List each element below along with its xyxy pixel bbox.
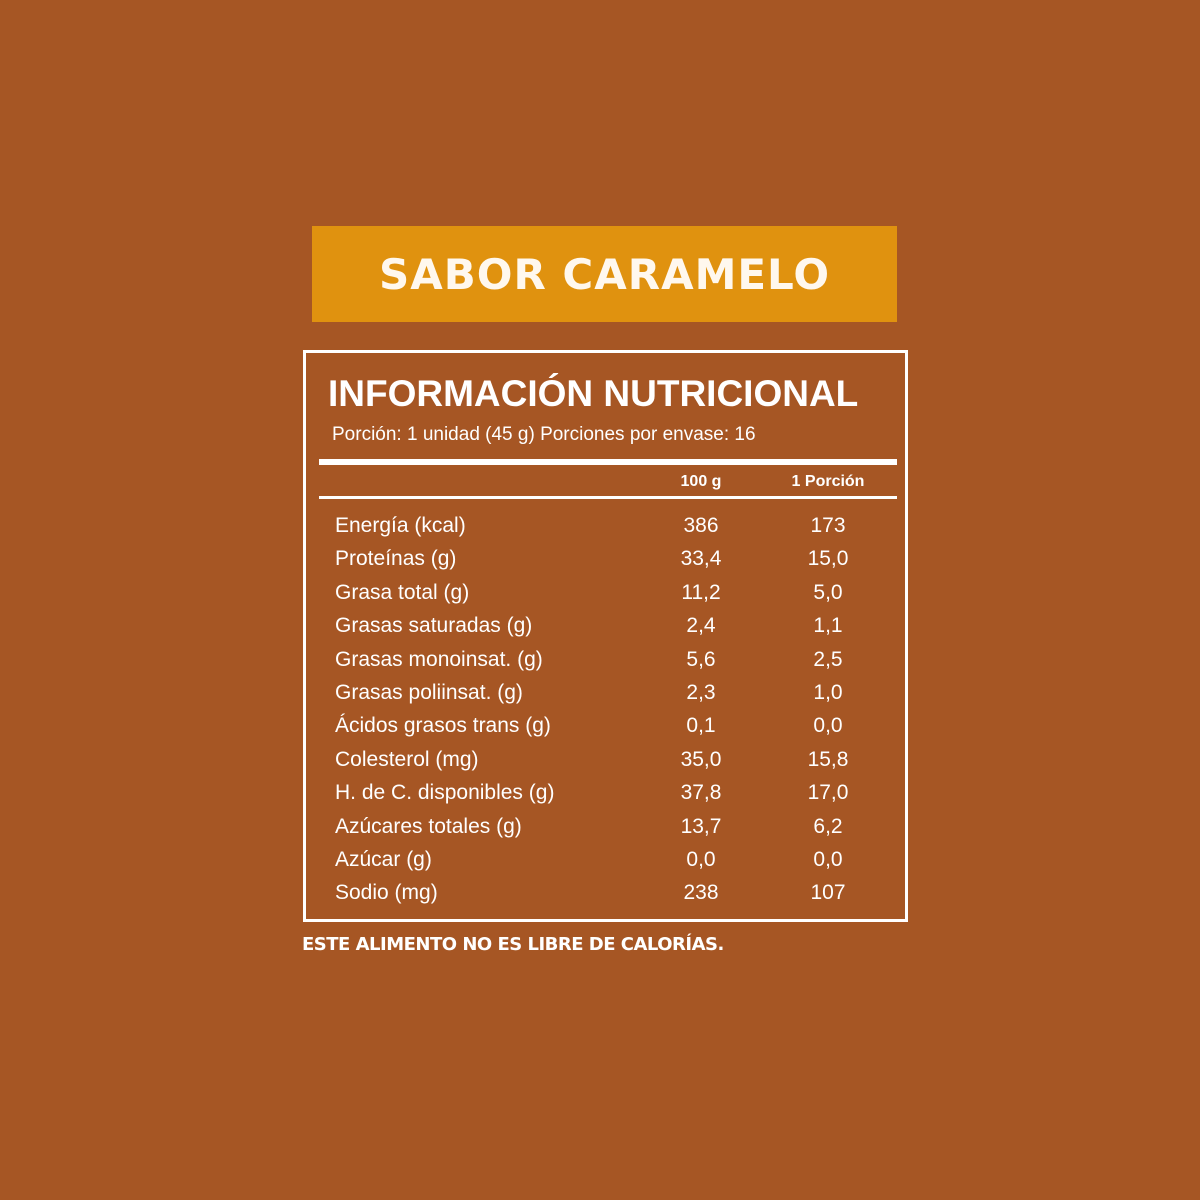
divider-thin [319, 496, 897, 499]
value-per-100g: 238 [683, 881, 719, 905]
value-per-portion: 17,0 [807, 781, 849, 805]
portion-info: Porción: 1 unidad (45 g) Porciones por e… [332, 424, 756, 445]
nutrient-name: Grasa total (g) [335, 580, 470, 604]
value-per-100g: 2,3 [686, 681, 716, 704]
value-per-100g: 0,0 [686, 848, 716, 871]
nutrient-name: Grasas saturadas (g) [335, 614, 533, 638]
table-row: Proteínas (g) 33,4 15,0 [306, 547, 905, 577]
value-per-portion: 1,0 [813, 681, 843, 704]
nutrient-name: Ácidos grasos trans (g) [335, 714, 551, 738]
value-per-100g: 13,7 [680, 814, 722, 838]
calorie-warning: ESTE ALIMENTO NO ES LIBRE DE CALORÍAS. [302, 934, 724, 955]
nutrient-name: Azúcares totales (g) [335, 814, 522, 838]
table-row: Grasas saturadas (g) 2,4 1,1 [306, 614, 905, 644]
value-per-100g: 5,6 [686, 647, 716, 671]
table-row: Energía (kcal) 386 173 [306, 514, 905, 544]
table-row: Grasas monoinsat. (g) 5,6 2,5 [306, 648, 905, 678]
column-header-100g: 100 g [680, 473, 722, 490]
table-row: Colesterol (mg) 35,0 15,8 [306, 748, 905, 778]
value-per-portion: 5,0 [813, 580, 843, 604]
value-per-portion: 0,0 [813, 714, 843, 738]
value-per-100g: 11,2 [681, 580, 721, 604]
value-per-portion: 2,5 [813, 647, 843, 671]
value-per-portion: 15,0 [807, 547, 849, 571]
value-per-100g: 35,0 [680, 747, 722, 771]
flavor-label: SABOR CARAMELO [378, 249, 831, 299]
flavor-banner: SABOR CARAMELO [312, 226, 897, 322]
value-per-100g: 386 [683, 514, 719, 537]
table-row: Grasas poliinsat. (g) 2,3 1,0 [306, 681, 905, 711]
table-row: H. de C. disponibles (g) 37,8 17,0 [306, 781, 905, 811]
value-per-100g: 2,4 [686, 614, 716, 638]
value-per-portion: 107 [810, 881, 846, 905]
column-header-portion: 1 Porción [791, 473, 865, 490]
table-row: Grasa total (g) 11,2 5,0 [306, 581, 905, 611]
table-row: Azúcares totales (g) 13,7 6,2 [306, 815, 905, 845]
table-row: Sodio (mg) 238 107 [306, 881, 905, 911]
value-per-portion: 173 [810, 514, 846, 537]
nutrient-name: Grasas monoinsat. (g) [335, 647, 543, 671]
value-per-portion: 6,2 [813, 814, 843, 838]
value-per-100g: 33,4 [680, 547, 722, 571]
nutrient-name: Azúcar (g) [335, 848, 432, 871]
value-per-100g: 37,8 [680, 781, 722, 805]
nutrition-title: INFORMACIÓN NUTRICIONAL [328, 373, 859, 414]
nutrient-name: H. de C. disponibles (g) [335, 781, 555, 805]
nutrient-name: Proteínas (g) [335, 547, 457, 571]
nutrient-name: Energía (kcal) [335, 514, 466, 537]
nutrition-facts-table: INFORMACIÓN NUTRICIONAL Porción: 1 unida… [303, 350, 908, 922]
nutrient-name: Colesterol (mg) [335, 747, 479, 771]
table-row: Azúcar (g) 0,0 0,0 [306, 848, 905, 878]
nutrient-name: Sodio (mg) [335, 881, 438, 905]
value-per-100g: 0,1 [686, 714, 716, 738]
table-row: Ácidos grasos trans (g) 0,1 0,0 [306, 714, 905, 744]
divider-thick [319, 459, 897, 465]
nutrient-name: Grasas poliinsat. (g) [335, 681, 523, 704]
value-per-portion: 1,1 [813, 614, 843, 638]
value-per-portion: 0,0 [813, 848, 843, 871]
value-per-portion: 15,8 [807, 747, 849, 771]
